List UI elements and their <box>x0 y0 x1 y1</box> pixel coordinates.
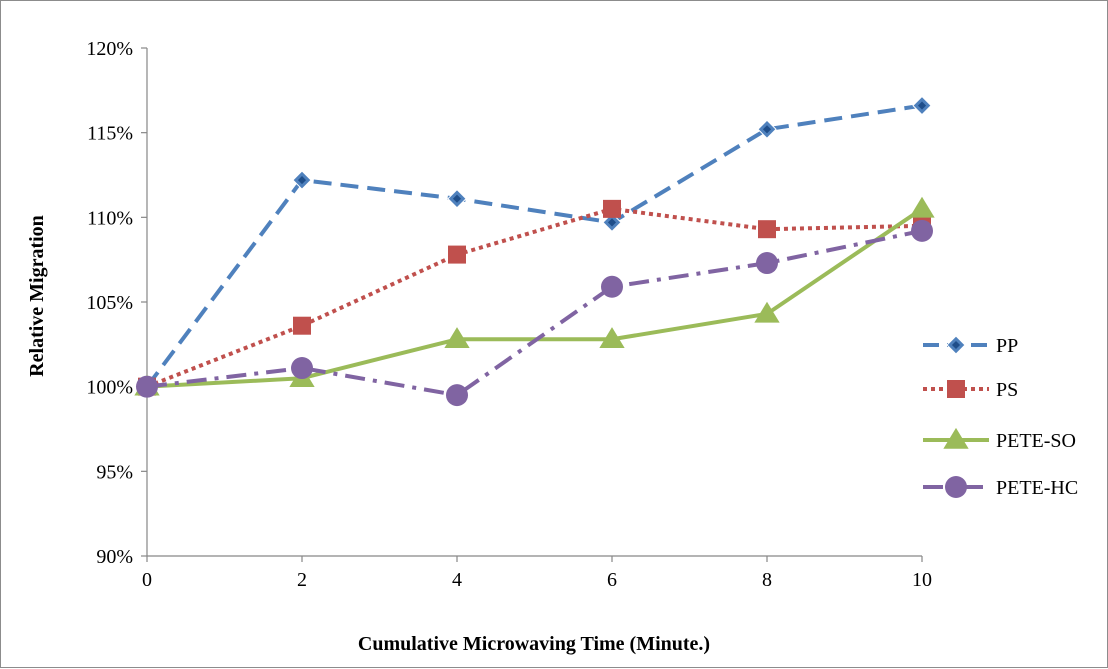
y-tick-label: 110% <box>87 207 133 229</box>
legend-label: PS <box>996 379 1018 401</box>
data-point-square <box>758 220 776 239</box>
data-point-circle <box>911 219 933 242</box>
data-point-circle <box>136 375 158 398</box>
series-pp <box>137 95 932 397</box>
data-point-square <box>947 380 965 398</box>
x-tick-label: 2 <box>297 569 307 591</box>
series-line-pete-hc <box>146 228 923 398</box>
legend-item-pete-so: PETE-SO <box>923 427 1076 452</box>
series-layer <box>134 95 935 407</box>
data-point-triangle <box>754 301 780 323</box>
data-point-circle <box>446 384 468 407</box>
series-pete-so <box>134 196 935 396</box>
series-line-pete-so <box>146 207 924 389</box>
data-point-diamond <box>447 188 467 209</box>
y-tick-label: 95% <box>96 461 133 483</box>
legend-item-pp: PP <box>923 335 1018 357</box>
data-point-triangle <box>943 427 969 449</box>
y-tick-label: 100% <box>86 377 133 399</box>
x-tick-label: 0 <box>142 569 152 591</box>
data-point-diamond <box>757 119 777 139</box>
data-point-diamond <box>292 170 312 190</box>
data-point-square <box>448 245 466 264</box>
data-point-circle <box>291 357 313 380</box>
data-point-diamond <box>602 212 622 233</box>
data-point-circle <box>945 476 967 498</box>
data-point-circle <box>756 252 778 275</box>
x-tick-label: 8 <box>762 569 772 591</box>
series-pete-hc <box>136 219 933 407</box>
series-ps <box>138 199 931 396</box>
x-axis-title: Cumulative Microwaving Time (Minute.) <box>358 633 710 655</box>
legend: PP PS PETE-SO PETE-HC <box>923 335 1078 499</box>
y-tick-label: 120% <box>86 38 133 60</box>
data-point-diamond <box>912 95 932 116</box>
legend-item-ps: PS <box>923 379 1018 401</box>
x-tick-label: 6 <box>607 569 617 591</box>
data-point-triangle <box>444 327 470 349</box>
y-axis-ticks: 90% 95% 100% 105% 110% 115% 120% <box>86 38 147 568</box>
legend-label: PP <box>996 335 1018 357</box>
series-line-pp <box>145 103 923 388</box>
x-axis-ticks: 0 2 4 6 8 10 <box>142 556 932 591</box>
y-axis-title: Relative Migration <box>26 215 48 377</box>
legend-item-pete-hc: PETE-HC <box>923 476 1078 499</box>
legend-label: PETE-HC <box>996 477 1078 499</box>
data-point-circle <box>601 275 623 298</box>
data-point-triangle <box>599 327 625 349</box>
x-tick-label: 4 <box>452 569 462 591</box>
y-tick-label: 105% <box>86 292 133 314</box>
y-tick-label: 115% <box>87 123 133 145</box>
data-point-triangle <box>909 196 935 218</box>
x-tick-label: 10 <box>912 569 932 591</box>
series-line-ps <box>146 206 923 389</box>
data-point-square <box>293 316 311 335</box>
data-point-square <box>603 199 621 218</box>
data-point-diamond <box>946 335 966 355</box>
y-tick-label: 90% <box>96 546 133 568</box>
legend-label: PETE-SO <box>996 430 1076 452</box>
